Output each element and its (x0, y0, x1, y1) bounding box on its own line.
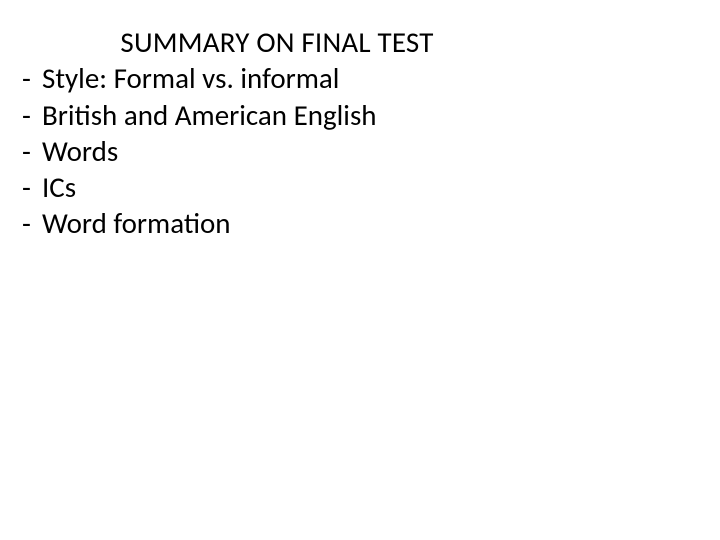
slide-title: SUMMARY ON FINAL TEST (22, 24, 532, 60)
list-item: - Style: Formal vs. informal (22, 60, 720, 96)
list-item: - British and American English (22, 97, 720, 133)
list-item-text: Style: Formal vs. informal (42, 60, 339, 96)
list-item-text: ICs (42, 169, 76, 205)
bullet-dash: - (22, 169, 42, 205)
list-item: - Words (22, 133, 720, 169)
bullet-dash: - (22, 60, 42, 96)
bullet-dash: - (22, 205, 42, 241)
bullet-dash: - (22, 97, 42, 133)
list-item-text: British and American English (42, 97, 377, 133)
list-item-text: Word formation (42, 205, 231, 241)
list-item-text: Words (42, 133, 118, 169)
bullet-list: - Style: Formal vs. informal - British a… (22, 60, 720, 241)
slide: SUMMARY ON FINAL TEST - Style: Formal vs… (0, 0, 720, 540)
list-item: - ICs (22, 169, 720, 205)
list-item: - Word formation (22, 205, 720, 241)
bullet-dash: - (22, 133, 42, 169)
